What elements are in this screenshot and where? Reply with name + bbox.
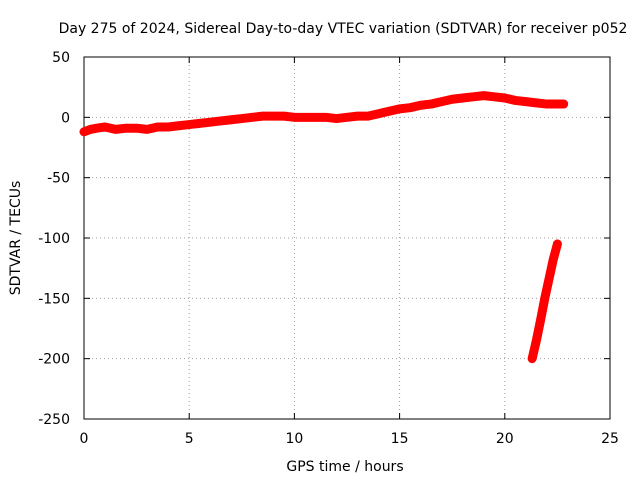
x-tick-label: 15 [391,431,409,447]
x-tick-label: 10 [285,431,303,447]
plot-area-border [83,56,611,420]
x-tick-label: 0 [80,431,89,447]
data-point-marker [559,100,568,109]
y-tick-label: -250 [38,412,70,428]
data-point-marker [553,240,562,249]
y-axis-label: SDTVAR / TECUs [8,181,24,296]
y-tick-label: 50 [52,50,70,66]
x-tick-label: 20 [496,431,514,447]
axis-ticks: 0 5 10 15 20 25 50 0 -50 -100 -150 -200 -250 [38,50,619,447]
x-tick-label: 5 [185,431,194,447]
y-tick-label: 0 [61,110,70,126]
data-points [79,91,569,364]
y-tick-label: -50 [47,171,70,187]
x-tick-label: 25 [601,431,619,447]
y-tick-label: -150 [38,291,70,307]
y-tick-label: -100 [38,231,70,247]
y-tick-label: -200 [38,352,70,368]
grid [84,57,610,419]
chart-title: Day 275 of 2024, Sidereal Day-to-day VTE… [59,21,628,37]
x-axis-label: GPS time / hours [286,459,403,475]
